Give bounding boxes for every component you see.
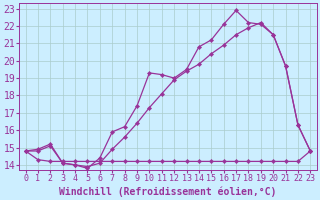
- X-axis label: Windchill (Refroidissement éolien,°C): Windchill (Refroidissement éolien,°C): [59, 186, 277, 197]
